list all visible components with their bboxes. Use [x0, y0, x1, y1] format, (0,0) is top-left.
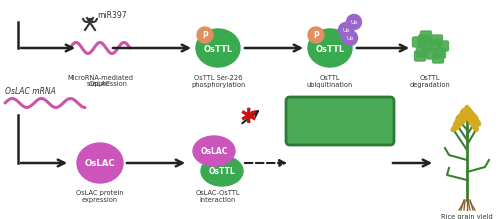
- FancyBboxPatch shape: [432, 53, 444, 63]
- Text: OsTTL: OsTTL: [208, 166, 236, 175]
- Text: Ub: Ub: [346, 35, 354, 41]
- Ellipse shape: [468, 117, 473, 125]
- FancyBboxPatch shape: [426, 49, 438, 59]
- Ellipse shape: [196, 29, 240, 67]
- Circle shape: [338, 23, 353, 37]
- FancyBboxPatch shape: [432, 35, 442, 45]
- Ellipse shape: [466, 108, 471, 117]
- Text: OsLAC: OsLAC: [84, 159, 116, 168]
- Text: miR397: miR397: [97, 12, 126, 21]
- Text: OsLAC-OsTTL
interaction: OsLAC-OsTTL interaction: [196, 190, 240, 203]
- Ellipse shape: [464, 106, 469, 115]
- FancyBboxPatch shape: [414, 51, 426, 61]
- FancyBboxPatch shape: [416, 47, 428, 57]
- Text: ✱: ✱: [240, 107, 257, 127]
- Text: OsLAC: OsLAC: [200, 147, 228, 155]
- Ellipse shape: [458, 115, 464, 123]
- Circle shape: [197, 27, 213, 43]
- FancyBboxPatch shape: [438, 41, 448, 51]
- Text: OsTTL
ubiquitination: OsTTL ubiquitination: [307, 75, 353, 88]
- Circle shape: [346, 14, 362, 30]
- FancyBboxPatch shape: [412, 37, 424, 47]
- Ellipse shape: [468, 110, 473, 118]
- Ellipse shape: [460, 109, 466, 117]
- FancyBboxPatch shape: [286, 97, 394, 145]
- Ellipse shape: [193, 136, 235, 166]
- Text: OsTTL: OsTTL: [204, 46, 233, 55]
- Text: OsTTL Ser-226
phosphorylation: OsTTL Ser-226 phosphorylation: [191, 75, 245, 88]
- Text: MicroRNA-mediated: MicroRNA-mediated: [67, 75, 133, 88]
- FancyBboxPatch shape: [430, 39, 440, 49]
- FancyBboxPatch shape: [434, 48, 446, 58]
- Circle shape: [308, 27, 324, 43]
- Text: Ub: Ub: [342, 28, 350, 32]
- Ellipse shape: [470, 112, 476, 120]
- Text: suppression: suppression: [72, 81, 128, 87]
- Ellipse shape: [452, 124, 458, 132]
- Ellipse shape: [77, 143, 123, 183]
- Text: P: P: [202, 30, 208, 39]
- Text: OsTTL: OsTTL: [316, 46, 344, 55]
- FancyBboxPatch shape: [422, 42, 432, 52]
- Ellipse shape: [456, 120, 462, 128]
- Ellipse shape: [454, 119, 460, 127]
- Ellipse shape: [472, 123, 478, 131]
- FancyBboxPatch shape: [418, 35, 430, 45]
- Ellipse shape: [464, 111, 469, 120]
- Ellipse shape: [472, 114, 478, 122]
- Text: OsLAC: OsLAC: [89, 81, 111, 87]
- Ellipse shape: [474, 118, 480, 126]
- FancyBboxPatch shape: [420, 31, 432, 41]
- Text: P: P: [313, 30, 319, 39]
- Ellipse shape: [308, 29, 352, 67]
- Ellipse shape: [456, 114, 462, 122]
- Text: OsTTL
degradation: OsTTL degradation: [410, 75, 451, 88]
- Ellipse shape: [460, 116, 466, 124]
- Text: OsBRI1-mediated
BR pathway: OsBRI1-mediated BR pathway: [302, 153, 378, 173]
- Text: OsLAC protein
expression: OsLAC protein expression: [76, 190, 124, 203]
- Circle shape: [342, 30, 357, 46]
- Ellipse shape: [201, 156, 243, 186]
- Text: OsLAC mRNA: OsLAC mRNA: [5, 88, 56, 97]
- Text: Ub: Ub: [350, 19, 358, 25]
- Text: Rice grain yield: Rice grain yield: [441, 214, 493, 219]
